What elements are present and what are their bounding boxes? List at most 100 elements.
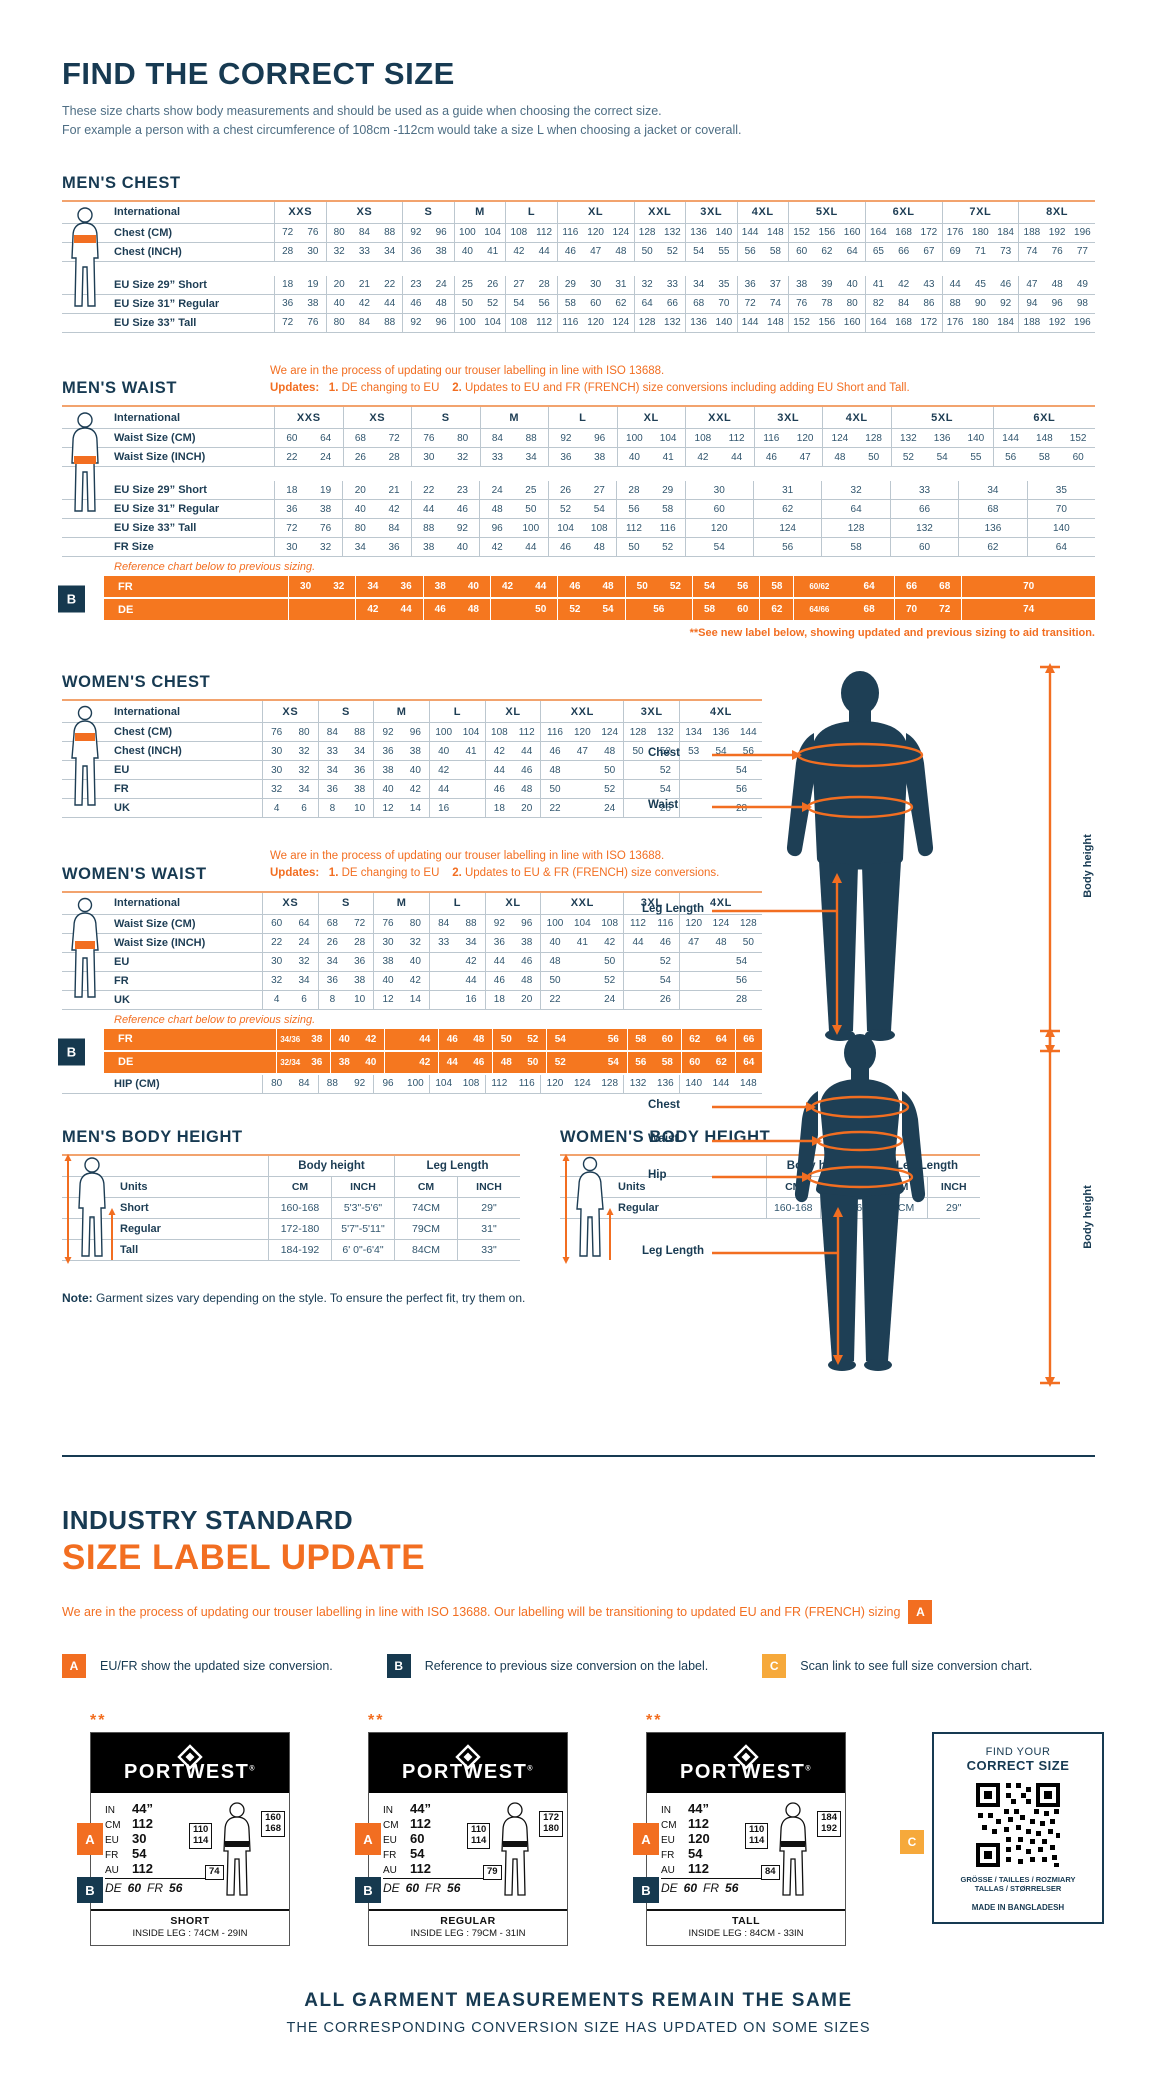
cell-value: 54 xyxy=(659,783,671,795)
cell-value: 38 xyxy=(521,937,533,948)
table-cell: 050 xyxy=(489,599,557,620)
cell-value: 112 xyxy=(536,317,553,328)
cell-value: 28 xyxy=(388,451,400,463)
table-cell: 016 xyxy=(429,990,485,1009)
asterisks: ** xyxy=(90,1712,107,1729)
table-cell: 80 84 88 xyxy=(325,313,403,332)
cell-value: 104 xyxy=(484,317,501,328)
table-cell: 58 xyxy=(759,576,793,597)
cell-value: 58 xyxy=(771,581,783,592)
cell-value: 48 xyxy=(491,503,503,515)
cell-value: 38 xyxy=(354,975,366,986)
male-measurement-diagram: Chest Waist Leg Length Body height xyxy=(642,659,1094,1061)
unit-cell: INCH xyxy=(331,1176,394,1197)
legend-text-c: Scan link to see full size conversion ch… xyxy=(800,1659,1033,1673)
cell-value: 60 xyxy=(713,503,725,515)
cell-value: 20 xyxy=(521,994,533,1005)
cell-value: 7XL xyxy=(969,206,992,218)
cell-value: 70 xyxy=(1023,581,1035,592)
previous-size-row: DE 60 FR 56 xyxy=(105,1881,183,1895)
cell-value: 144 xyxy=(712,1078,730,1089)
row-label: International xyxy=(114,705,181,718)
cell-value: 144 xyxy=(741,317,759,328)
table-cell: L xyxy=(505,201,557,223)
cell-value: 50 xyxy=(527,1056,539,1068)
cell-value: 72 xyxy=(939,604,951,615)
cell-value: 60 xyxy=(286,432,298,444)
table-cell: 176 180 184 xyxy=(941,223,1019,242)
transition-note: **See new label below, showing updated a… xyxy=(689,627,1095,639)
table-cell: 60 62 64 xyxy=(788,242,865,261)
qr-code[interactable] xyxy=(974,1781,1062,1869)
table-cell: L xyxy=(429,892,485,914)
cell-value: 64 xyxy=(850,503,862,515)
mens-waist-title: MEN'S WAIST xyxy=(62,379,178,397)
cell-value: 84 xyxy=(438,918,450,929)
cell-value: 64 xyxy=(1055,541,1067,553)
cell-value: 34 xyxy=(298,783,310,795)
cell-value: 104 xyxy=(574,918,591,929)
cell-value: 52 xyxy=(669,581,681,592)
table-cell: 044 xyxy=(429,971,485,990)
table-cell: 116 120 124 xyxy=(556,223,634,242)
row-label: EU Size 31” Regular xyxy=(114,297,220,310)
table-row: Waist Size (CM) 60 64 68 72 76 80 84 88 92 96 100 10… xyxy=(62,914,762,934)
cell-value: 41 xyxy=(465,745,477,757)
cell-value: 44 xyxy=(423,503,435,515)
cell-value: 180 xyxy=(972,317,989,328)
intro-line-2: For example a person with a chest circum… xyxy=(62,122,742,137)
cell-value: 64 xyxy=(863,581,875,592)
cell-value: 176 xyxy=(946,317,964,328)
cell-value: 78 xyxy=(821,298,833,309)
male-waist-icon xyxy=(71,412,99,512)
size-system: EU xyxy=(105,1835,119,1846)
cell-value: 4 xyxy=(273,802,280,814)
cell-value: 164 xyxy=(870,317,887,328)
height-cell: 79CM xyxy=(394,1218,457,1239)
table-cell: XXL xyxy=(685,407,754,428)
cell-value: 58 xyxy=(635,1033,647,1045)
table-row: EU Size 33” Tall 72 76 80 84 88 92 96 100 104 108 1… xyxy=(62,313,1095,333)
table-cell: 30 32 xyxy=(411,448,480,466)
cell-value: 3XL xyxy=(640,897,663,909)
height-cell: 29" xyxy=(457,1197,520,1218)
cell-value: 65 xyxy=(872,246,884,257)
table-cell: S xyxy=(411,407,480,428)
cell-value: 62 xyxy=(771,604,783,615)
row-label: FR xyxy=(118,580,133,593)
portwest-diamond-icon xyxy=(177,1744,203,1770)
intro-line-1: These size charts show body measurements… xyxy=(62,104,662,118)
row-label: EU xyxy=(114,955,130,968)
table-cell: 052 xyxy=(623,761,679,779)
cell-value: 56 xyxy=(635,1056,647,1068)
cell-value: XXS xyxy=(296,411,321,424)
cell-value: 19 xyxy=(320,484,332,496)
table-cell: M xyxy=(373,892,429,914)
table-cell: 80 84 xyxy=(342,519,410,537)
cell-value: 180 xyxy=(972,227,989,238)
table-cell: 136 140 xyxy=(685,223,737,242)
cell-value: 32 xyxy=(271,783,283,795)
size-system: FR xyxy=(383,1850,397,1861)
cell-value: 20 xyxy=(333,279,345,290)
cell-value: 68 xyxy=(326,918,338,929)
size-row: EU 120 xyxy=(661,1831,845,1846)
size-system: AU xyxy=(661,1865,675,1876)
cell-value: 44 xyxy=(632,937,644,948)
cell-value: 80 xyxy=(846,298,858,309)
table-cell: 18 20 xyxy=(484,799,541,817)
cell-value: L xyxy=(453,705,462,718)
previous-size-row: DE 60 FR 56 xyxy=(661,1881,739,1895)
cell-value: 140 xyxy=(715,317,733,328)
cell-value: M xyxy=(396,705,407,718)
table-gap xyxy=(62,262,1095,276)
cell-value: 148 xyxy=(1036,432,1053,444)
footer-line-2: THE CORRESPONDING CONVERSION SIZE HAS UP… xyxy=(286,2020,871,2036)
badge-a-inline: A xyxy=(908,1600,933,1624)
cell-value: 50 xyxy=(500,1033,512,1045)
cell-value: 24 xyxy=(435,279,447,290)
cell-value: 108 xyxy=(590,522,608,534)
cell-value: 42 xyxy=(419,1056,431,1068)
table-cell: 124 xyxy=(752,519,821,537)
